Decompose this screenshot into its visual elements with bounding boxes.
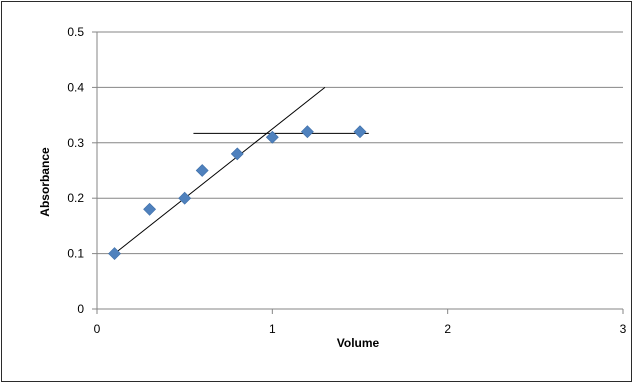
x-axis-title: Volume — [337, 336, 380, 350]
data-point — [265, 130, 279, 144]
y-tick-label: 0.2 — [67, 191, 84, 205]
x-tick-label: 1 — [269, 322, 276, 336]
y-axis-title: Absorbance — [38, 147, 52, 217]
gridlines — [97, 31, 623, 255]
axes — [92, 31, 624, 314]
x-tick-label: 0 — [94, 322, 101, 336]
x-tick-label: 2 — [444, 322, 451, 336]
data-point — [195, 164, 209, 177]
x-tick-label: 3 — [620, 322, 627, 336]
data-point — [353, 125, 367, 139]
y-tick-label: 0 — [77, 302, 84, 316]
y-tick-label: 0.5 — [67, 25, 84, 39]
data-point — [108, 247, 121, 261]
tick-labels: 0 0.1 0.2 0.3 0.4 0.5 0 1 2 3 — [67, 25, 626, 336]
y-tick-label: 0.1 — [67, 247, 84, 261]
data-point — [230, 147, 244, 161]
y-tick-label: 0.4 — [67, 80, 84, 94]
data-point — [178, 191, 192, 205]
annotation-lines — [114, 87, 369, 254]
rising-trend-line — [114, 87, 326, 254]
y-tick-label: 0.3 — [67, 136, 84, 150]
data-point — [143, 202, 157, 216]
data-point — [300, 125, 314, 139]
data-points — [108, 125, 367, 261]
